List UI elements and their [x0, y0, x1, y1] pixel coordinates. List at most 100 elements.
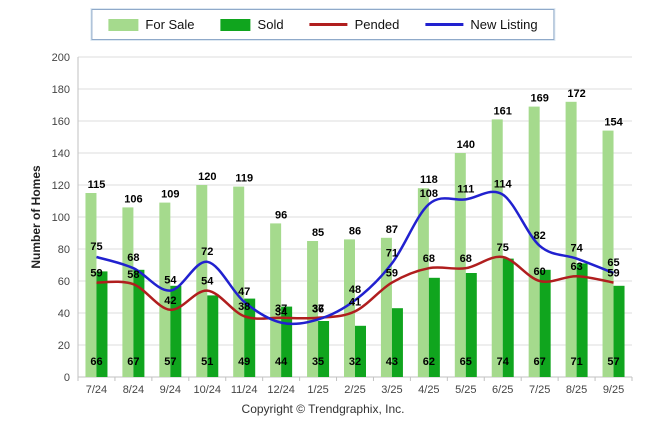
bar-for-sale: [565, 101, 577, 378]
pended-value-label: 60: [534, 266, 546, 278]
legend: For Sale Sold Pended New Listing: [91, 9, 555, 40]
for-sale-value-label: 120: [198, 171, 216, 183]
x-axis-tick-label: 7/24: [86, 384, 107, 396]
sold-value-label: 57: [164, 356, 176, 368]
legend-label-sold: Sold: [257, 17, 284, 32]
sold-swatch-icon: [220, 18, 251, 31]
new-listing-value-label: 36: [312, 303, 324, 315]
bar-sold: [391, 308, 403, 377]
new-listing-swatch-line-icon: [425, 23, 464, 26]
bar-sold: [539, 269, 551, 377]
bar-sold: [318, 321, 330, 377]
pended-line: [96, 255, 614, 320]
y-axis-tick-label: 40: [58, 308, 70, 320]
sold-value-label: 44: [275, 356, 288, 368]
x-axis-tick-label: 9/24: [160, 384, 181, 396]
for-sale-value-label: 140: [457, 139, 475, 151]
bar-sold: [170, 285, 182, 377]
bar-sold: [207, 295, 219, 377]
bar-for-sale: [85, 193, 97, 377]
x-axis-tick-label: 8/24: [123, 384, 144, 396]
legend-item-sold: Sold: [220, 17, 284, 32]
x-axis-tick-label: 2/25: [344, 384, 365, 396]
new-listing-value-label: 108: [420, 188, 438, 200]
pended-swatch-line-icon: [309, 23, 348, 26]
bar-sold: [244, 298, 256, 377]
bar-sold: [465, 273, 477, 377]
x-axis-tick-label: 7/25: [529, 384, 550, 396]
bar-sold: [96, 271, 108, 377]
sold-value-label: 57: [607, 356, 619, 368]
for-sale-swatch-icon: [108, 18, 139, 31]
sold-value-label: 51: [201, 356, 213, 368]
sold-value-label: 43: [386, 356, 398, 368]
bar-for-sale: [454, 153, 466, 377]
bar-sold: [576, 263, 588, 377]
y-axis-tick-label: 120: [52, 180, 70, 192]
new-listing-value-label: 68: [127, 252, 139, 264]
for-sale-value-label: 106: [124, 193, 142, 205]
x-axis-tick-label: 1/25: [307, 384, 328, 396]
legend-item-new-listing: New Listing: [425, 17, 538, 32]
y-axis-tick-label: 160: [52, 116, 70, 128]
pended-value-label: 58: [127, 269, 139, 281]
legend-label-for-sale: For Sale: [145, 17, 195, 32]
x-axis-tick-label: 3/25: [381, 384, 402, 396]
copyright-text: Copyright © Trendgraphix, Inc.: [241, 402, 405, 416]
new-listing-value-label: 82: [534, 230, 546, 242]
new-listing-value-label: 71: [386, 247, 398, 259]
pended-value-label: 42: [164, 295, 176, 307]
for-sale-value-label: 109: [161, 189, 179, 201]
sold-value-label: 35: [312, 356, 324, 368]
new-listing-value-label: 72: [201, 246, 213, 258]
bar-for-sale: [602, 130, 614, 377]
bar-sold: [613, 285, 625, 377]
sold-value-label: 62: [423, 356, 435, 368]
new-listing-value-label: 65: [607, 257, 619, 269]
x-axis-tick-label: 4/25: [418, 384, 439, 396]
sold-value-label: 67: [127, 356, 139, 368]
new-listing-value-label: 48: [349, 284, 361, 296]
legend-label-pended: Pended: [354, 17, 400, 32]
x-axis-tick-label: 6/25: [492, 384, 513, 396]
new-listing-value-label: 34: [275, 307, 288, 319]
pended-value-label: 68: [423, 253, 435, 265]
y-axis-tick-label: 0: [64, 372, 70, 384]
for-sale-value-label: 85: [312, 227, 324, 239]
y-axis-tick-label: 60: [58, 276, 70, 288]
new-listing-value-label: 75: [90, 241, 102, 253]
bar-sold: [281, 306, 293, 377]
x-axis-tick-label: 10/24: [194, 384, 222, 396]
pended-value-label: 75: [497, 242, 509, 254]
pended-value-label: 37: [275, 303, 287, 315]
for-sale-value-label: 119: [235, 173, 253, 185]
y-axis-tick-label: 100: [52, 212, 70, 224]
new-listing-line: [96, 190, 614, 326]
bar-for-sale: [196, 185, 208, 377]
sold-value-label: 65: [460, 356, 472, 368]
sold-value-label: 49: [238, 356, 250, 368]
bar-for-sale: [344, 239, 355, 377]
x-axis-tick-label: 5/25: [455, 384, 476, 396]
pended-value-label: 38: [238, 301, 250, 313]
y-axis-tick-label: 200: [52, 52, 70, 64]
bar-for-sale: [270, 223, 282, 377]
y-axis-tick-label: 140: [52, 148, 70, 160]
for-sale-value-label: 172: [567, 88, 585, 100]
y-axis-title: Number of Homes: [29, 165, 43, 269]
new-listing-value-label: 111: [457, 183, 474, 195]
pended-value-label: 41: [349, 296, 361, 308]
bar-for-sale: [417, 188, 429, 377]
pended-value-label: 37: [312, 303, 324, 315]
bar-sold: [502, 258, 514, 377]
bar-for-sale: [528, 106, 540, 377]
new-listing-value-label: 54: [164, 275, 177, 287]
legend-item-for-sale: For Sale: [108, 17, 195, 32]
for-sale-value-label: 96: [275, 209, 287, 221]
pended-value-label: 59: [386, 268, 398, 280]
bar-sold: [428, 277, 440, 377]
bar-for-sale: [307, 241, 319, 377]
pended-value-label: 68: [460, 253, 472, 265]
sold-value-label: 67: [534, 356, 546, 368]
bar-for-sale: [380, 237, 392, 377]
